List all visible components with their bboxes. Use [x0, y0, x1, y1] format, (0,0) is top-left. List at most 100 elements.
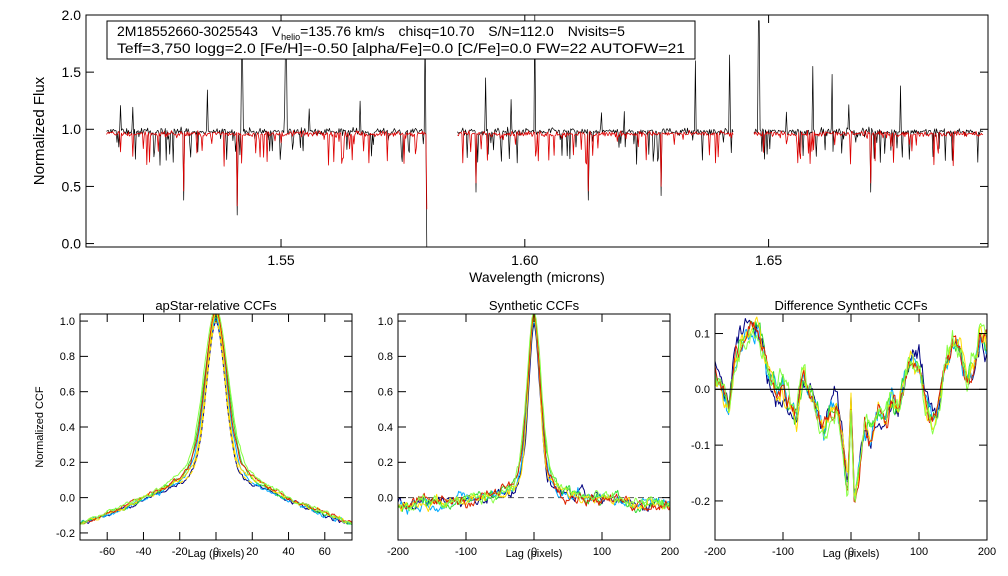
synthetic-ccf-visit-4-line — [397, 313, 671, 512]
difference-ccf-ytick-label: -0.1 — [691, 440, 710, 452]
snr-value: S/N=112.0 — [488, 23, 554, 39]
v-label: V — [272, 23, 282, 39]
spectrum-model-chip-3 — [753, 130, 984, 184]
difference-ccf-panel: -200 -100 0 100 200 -0.2 -0.1 0.0 0.1 Differenc… — [691, 298, 996, 560]
difference-ccf-xlabel: Lag (pixels) — [823, 548, 880, 560]
spectrum-ytick-label: 0.0 — [62, 235, 82, 251]
info-line-1: 2M18552660-3025543 Vhelio=135.76 km/s ch… — [117, 23, 625, 42]
apstar-ccf-xtick-label: -60 — [99, 546, 115, 558]
difference-ccf-xtick-label: -200 — [704, 546, 726, 558]
apstar-ccf-visit-2-line — [79, 317, 353, 525]
difference-ccf-xtick-label: -100 — [772, 546, 794, 558]
spectrum-ytick-label: 0.5 — [62, 178, 82, 194]
synthetic-ccf-title: Synthetic CCFs — [489, 298, 580, 313]
apstar-ccf-visit-3-line — [79, 314, 353, 525]
difference-ccf-ytick-label: 0.0 — [695, 384, 710, 396]
apstar-ccf-xtick-label: -20 — [172, 546, 188, 558]
difference-ccf-frame — [714, 313, 988, 541]
apstar-ccf-ytick-label: 1.0 — [60, 316, 75, 328]
synthetic-ccf-xtick-label: -100 — [455, 546, 477, 558]
apstar-ccf-xlabel: Lag (pixels) — [188, 548, 245, 560]
v-value: =135.76 km/s — [300, 23, 384, 39]
star-id: 2M18552660-3025543 — [117, 23, 258, 39]
apstar-ccf-visit-4-line — [79, 313, 353, 525]
difference-ccf-visit-4-line — [714, 316, 988, 497]
synthetic-ccf-frame — [397, 313, 671, 541]
apstar-ccf-plot-area — [79, 313, 353, 526]
spectrum-xtick-label: 1.65 — [755, 252, 782, 268]
synthetic-ccf-ytick-label: 0.6 — [378, 387, 393, 399]
apstar-ccf-model-peak-line — [179, 320, 253, 484]
apstar-ccf-xtick-label: 20 — [246, 546, 258, 558]
synthetic-ccf-visit-6-line — [397, 313, 671, 512]
spectrum-observed-chip-2 — [457, 14, 734, 201]
apstar-ccf-xtick-label: 0 — [213, 546, 219, 558]
spectrum-ylabel: Normalized Flux — [31, 76, 48, 185]
spectrum-observed-chip-3 — [753, 20, 984, 193]
spectrum-y-ticks: 0.0 0.5 1.0 1.5 2.0 — [62, 7, 988, 251]
synthetic-ccf-ytick-label: 0.0 — [378, 492, 393, 504]
spectrum-observed-chip-1 — [106, 28, 428, 248]
chisq-value: chisq=10.70 — [398, 23, 474, 39]
spectrum-ytick-label: 1.0 — [62, 121, 82, 137]
synthetic-ccf-xlabel: Lag (pixels) — [506, 548, 563, 560]
v-subscript: helio — [281, 32, 300, 42]
spectrum-xtick-label: 1.55 — [267, 252, 294, 268]
synthetic-ccf-plot-area — [397, 313, 671, 515]
synthetic-ccf-ytick-label: 0.8 — [378, 351, 393, 363]
apstar-ccf-ytick-label: -0.2 — [56, 528, 75, 540]
apstar-ccf-y-ticks: -0.2 0.0 0.2 0.4 0.6 0.8 1.0 — [56, 316, 352, 540]
apstar-ccf-panel: -60 -40 -20 0 20 40 60 -0.20.00.20.40.60.81.0 … — [34, 298, 353, 560]
synthetic-ccf-visit-5-line — [397, 313, 671, 512]
difference-ccf-xtick-label: 0 — [848, 546, 854, 558]
info-box-frame — [106, 20, 696, 60]
synthetic-ccf-xtick-label: -200 — [387, 546, 409, 558]
apstar-ccf-ytick-label: 0.2 — [60, 457, 75, 469]
apstar-ccf-xtick-label: -40 — [136, 546, 152, 558]
synthetic-ccf-xtick-label: 200 — [661, 546, 679, 558]
spectrum-x-ticks: 1.55 1.60 1.65 — [267, 15, 782, 268]
spectrum-xtick-label: 1.60 — [511, 252, 538, 268]
apstar-ccf-ytick-label: 0.4 — [60, 422, 75, 434]
spectrum-ytick-label: 2.0 — [62, 7, 82, 23]
difference-ccf-xtick-label: 200 — [978, 546, 996, 558]
apstar-ccf-visit-5-line — [79, 313, 353, 525]
difference-ccf-ytick-label: 0.1 — [695, 328, 710, 340]
synthetic-ccf-ytick-label: 0.2 — [378, 457, 393, 469]
synthetic-ccf-ytick-label: 0.4 — [378, 422, 393, 434]
apstar-ccf-ylabel: Normalized CCF — [34, 386, 46, 468]
difference-ccf-visit-5-line — [714, 320, 988, 503]
difference-ccf-xtick-label: 100 — [910, 546, 928, 558]
synthetic-ccf-ytick-label: 1.0 — [378, 316, 393, 328]
apstar-ccf-ytick-label: 0.8 — [60, 351, 75, 363]
difference-ccf-y-ticks: -0.2 -0.1 0.0 0.1 — [691, 328, 987, 508]
spectrum-frame — [85, 14, 989, 248]
difference-ccf-ytick-label: -0.2 — [691, 496, 710, 508]
apstar-ccf-xtick-label: 40 — [282, 546, 294, 558]
synthetic-ccf-xtick-label: 0 — [531, 546, 537, 558]
spectrum-xlabel: Wavelength (microns) — [469, 269, 605, 285]
difference-ccf-title: Difference Synthetic CCFs — [775, 298, 928, 313]
apstar-ccf-title: apStar-relative CCFs — [155, 298, 277, 313]
info-line-2: Teff=3,750 logg=2.0 [Fe/H]=-0.50 [alpha/… — [117, 40, 685, 56]
apstar-ccf-visit-6-line — [79, 313, 353, 526]
synthetic-ccf-x-ticks: -200 -100 0 100 200 — [387, 314, 679, 558]
apstar-ccf-visit-1-line — [79, 320, 353, 525]
synthetic-ccf-visit-3-line — [397, 318, 671, 513]
synthetic-ccf-xtick-label: 100 — [593, 546, 611, 558]
spectrum-model-chip-1 — [106, 130, 428, 210]
synthetic-ccf-y-ticks: 0.0 0.2 0.4 0.6 0.8 1.0 — [378, 316, 670, 504]
apstar-ccf-ytick-label: 0.6 — [60, 387, 75, 399]
info-box: 2M18552660-3025543 Vhelio=135.76 km/s ch… — [106, 20, 696, 60]
apstar-ccf-ytick-label: 0.0 — [60, 492, 75, 504]
difference-ccf-visit-6-line — [714, 323, 988, 502]
spectrum-model-chip-2 — [457, 129, 734, 192]
spectrum-ytick-label: 1.5 — [62, 64, 82, 80]
difference-ccf-x-ticks: -200 -100 0 100 200 — [704, 314, 996, 558]
spectrum-panel: 1.55 1.60 1.65 0.0 0.5 1.0 1.5 2.0 Wavelength … — [31, 7, 989, 285]
synthetic-ccf-panel: -200 -100 0 100 200 0.0 0.2 0.4 0.6 0.8 1.0 Synth… — [378, 298, 679, 560]
nvisits-value: Nvisits=5 — [568, 23, 625, 39]
synthetic-ccf-visit-1-line — [397, 323, 671, 512]
apstar-ccf-xtick-label: 60 — [319, 546, 331, 558]
